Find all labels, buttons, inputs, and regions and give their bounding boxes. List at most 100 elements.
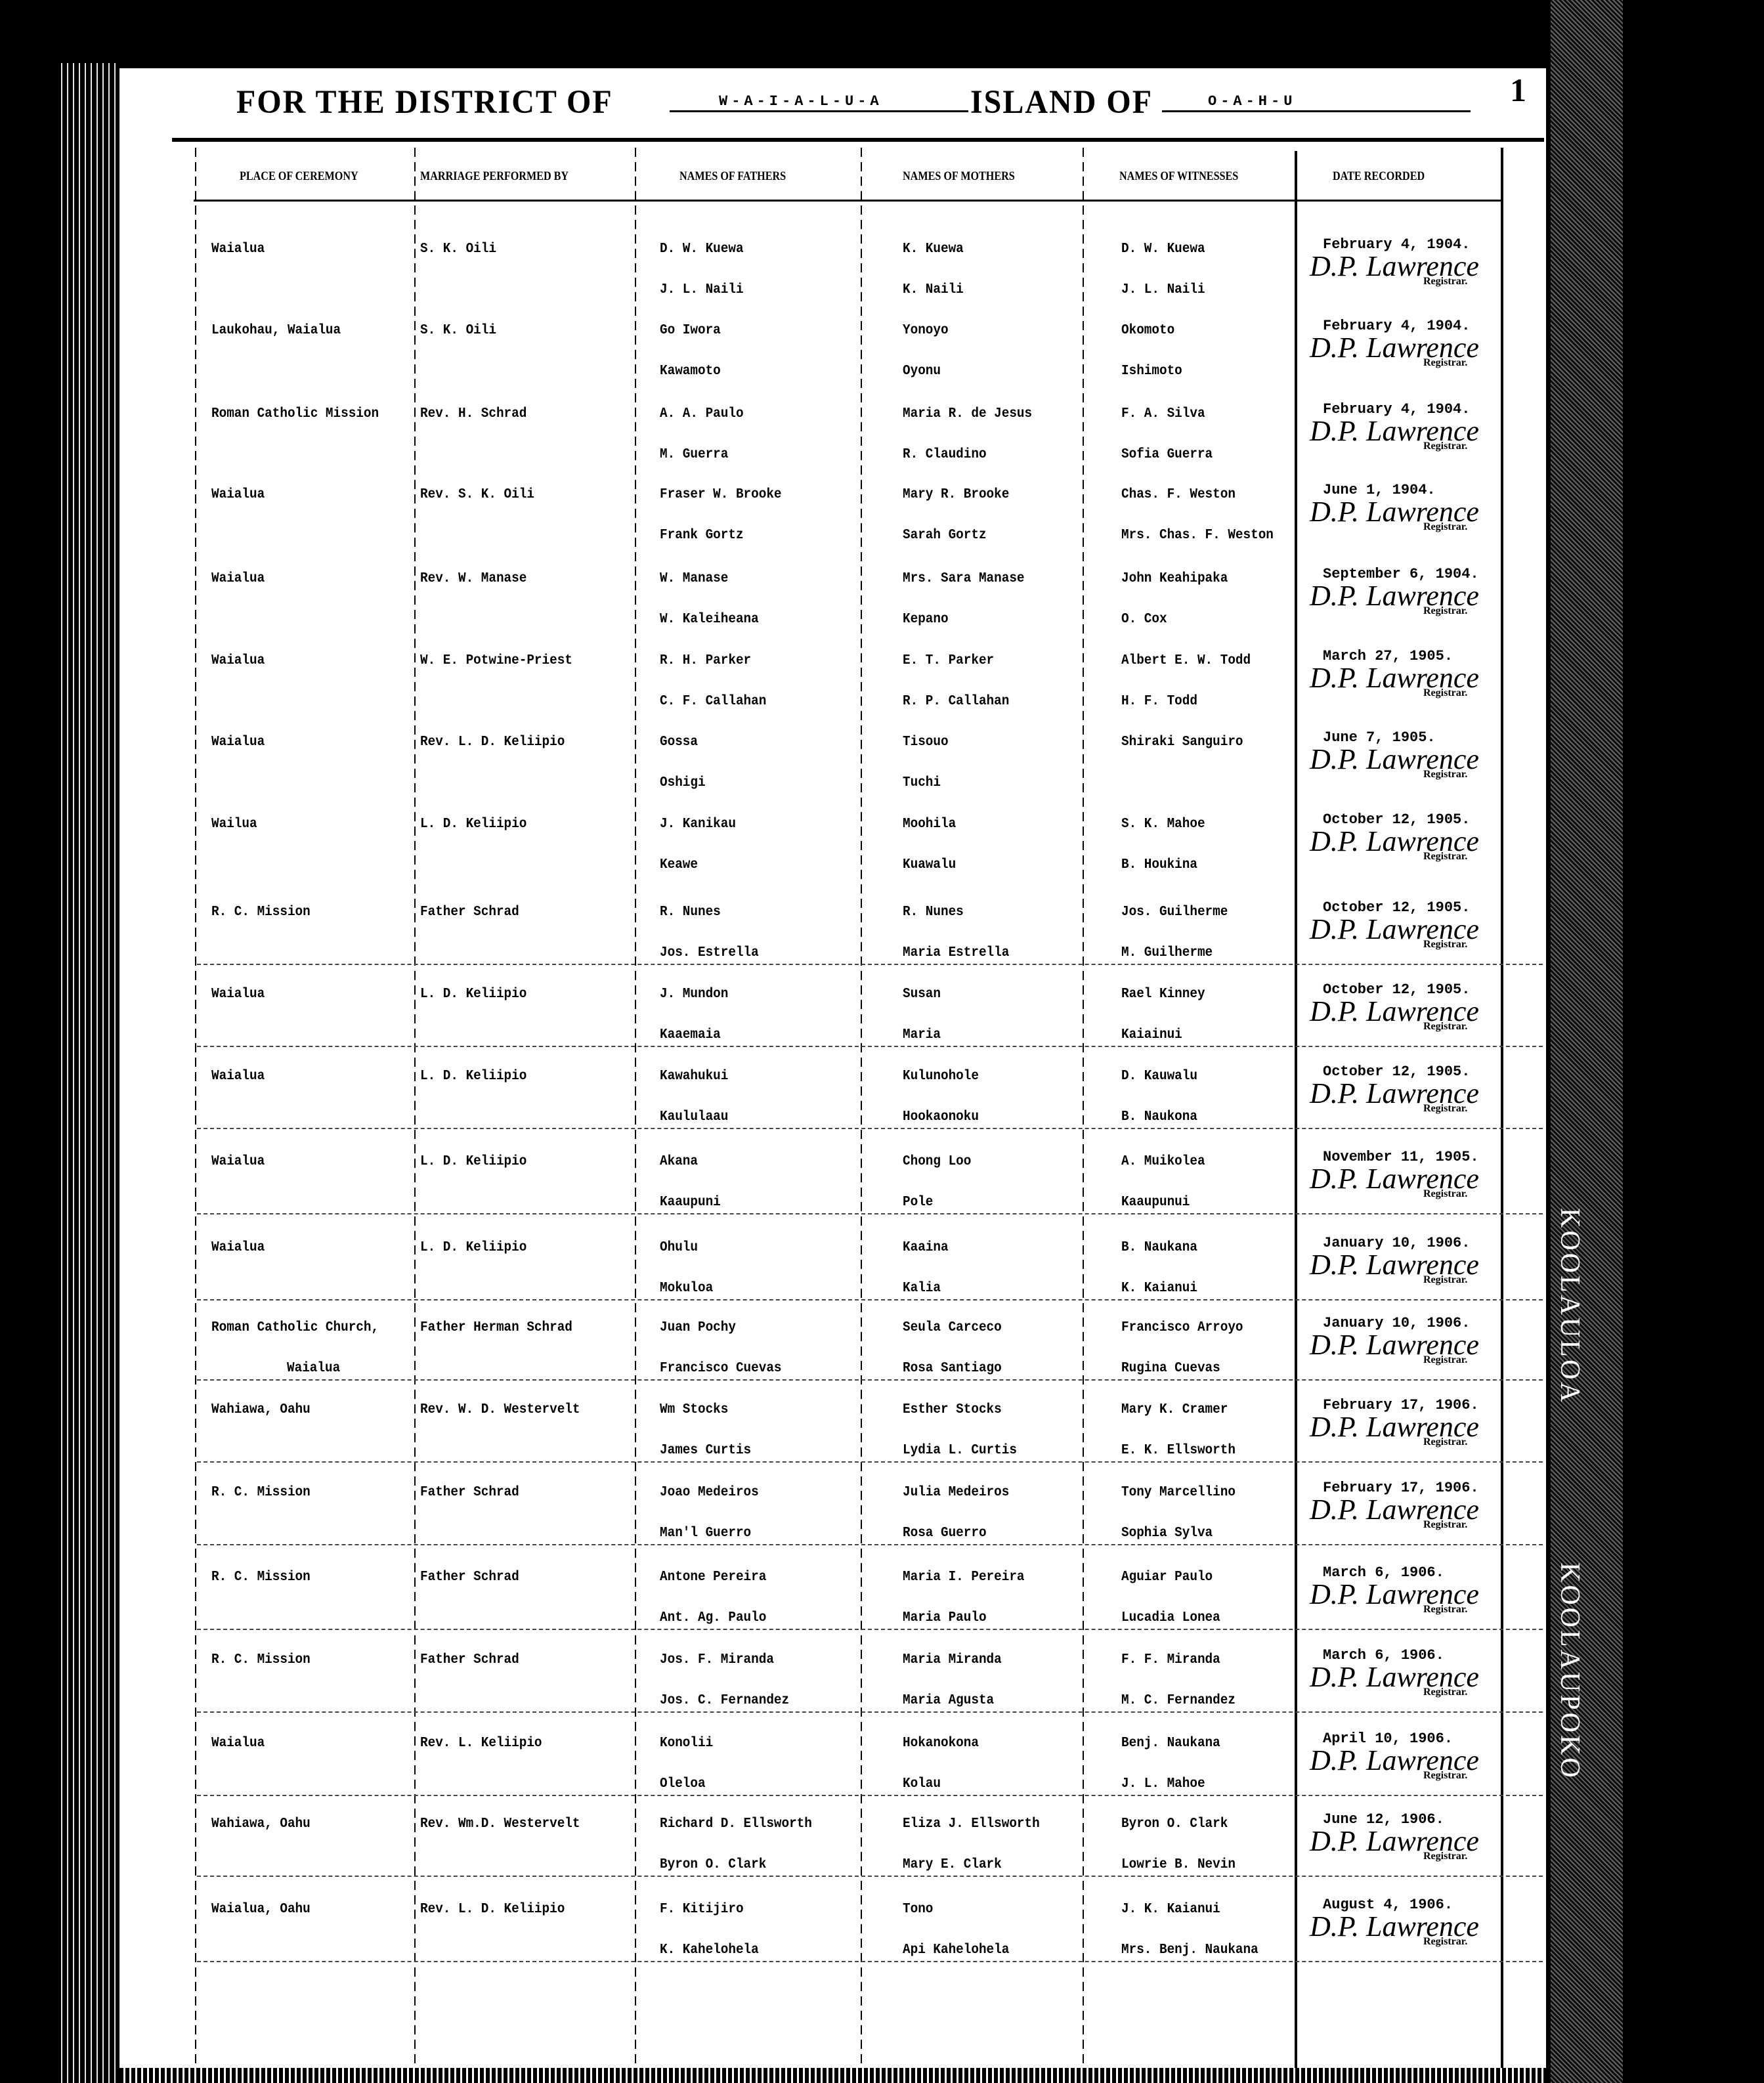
witnesse-name: Jos. Guilherme — [1121, 905, 1228, 920]
witnesse-name: Albert E. W. Todd — [1121, 653, 1251, 668]
column-divider — [414, 148, 416, 2065]
date-recorded: September 6, 1904. — [1323, 566, 1479, 582]
row-divider — [197, 1711, 1543, 1713]
witnesse-name: K. Kaianui — [1121, 1281, 1197, 1296]
registrar-signature: D.P. Lawrence — [1310, 250, 1479, 282]
date-recorded: January 10, 1906. — [1323, 1235, 1471, 1251]
mother-name: R. Claudino — [903, 447, 987, 462]
date-recorded: January 10, 1906. — [1323, 1315, 1471, 1331]
mother-name: Rosa Guerro — [903, 1526, 987, 1541]
performed-by: Rev. L. D. Keliipio — [420, 1902, 565, 1917]
witnesse-name: Shiraki Sanguiro — [1121, 735, 1243, 750]
date-recorded: February 17, 1906. — [1323, 1397, 1479, 1413]
witnesse-name: Kaiainui — [1121, 1027, 1182, 1042]
row-divider — [197, 1544, 1543, 1545]
place-of-ceremony: Wailua — [211, 817, 257, 832]
mother-name: Kaaina — [903, 1240, 949, 1255]
father-name: Joao Medeiros — [660, 1485, 759, 1500]
mother-name: Hookaonoku — [903, 1109, 979, 1125]
place-of-ceremony: Waialua — [211, 735, 265, 750]
registrar-signature: D.P. Lawrence — [1310, 1578, 1479, 1610]
place-of-ceremony: Waialua — [211, 653, 265, 668]
performed-by: Father Schrad — [420, 1570, 519, 1585]
place-of-ceremony: R. C. Mission — [211, 905, 311, 920]
mother-name: Maria I. Pereira — [903, 1570, 1025, 1585]
father-name: Wm Stocks — [660, 1402, 729, 1417]
mother-name: Susan — [903, 987, 941, 1002]
registrar-label: Registrar. — [1423, 687, 1468, 698]
side-label-koolaupoko: KOOLAUPOKO — [1555, 1562, 1585, 1780]
mother-name: Mrs. Sara Manase — [903, 571, 1025, 586]
performed-by: Father Herman Schrad — [420, 1320, 572, 1335]
island-label: ISLAND OF — [970, 83, 1153, 121]
registrar-signature: D.P. Lawrence — [1310, 825, 1479, 857]
mother-name: Mary E. Clark — [903, 1857, 1002, 1872]
date-recorded: October 12, 1905. — [1323, 811, 1471, 828]
witnesse-name: Rugina Cuevas — [1121, 1361, 1220, 1376]
father-name: M. Guerra — [660, 447, 729, 462]
performed-by: L. D. Keliipio — [420, 817, 527, 832]
father-name: Juan Pochy — [660, 1320, 736, 1335]
mother-name: Maria Estrella — [903, 945, 1010, 960]
mother-name: Sarah Gortz — [903, 528, 987, 543]
mother-name: Chong Loo — [903, 1154, 972, 1169]
registrar-label: Registrar. — [1423, 1519, 1468, 1530]
column-divider — [1083, 148, 1084, 2065]
date-recorded: February 17, 1906. — [1323, 1480, 1479, 1496]
registrar-signature: D.P. Lawrence — [1310, 332, 1479, 364]
row-divider — [197, 1461, 1543, 1463]
witnesse-name: Byron O. Clark — [1121, 1816, 1228, 1832]
registrar-label: Registrar. — [1423, 276, 1468, 287]
date-recorded: April 10, 1906. — [1323, 1730, 1453, 1747]
bottom-edge — [119, 2068, 1546, 2083]
performed-by: L. D. Keliipio — [420, 1069, 527, 1084]
mother-name: K. Kuewa — [903, 242, 964, 257]
mother-name: Tono — [903, 1902, 934, 1917]
mother-name: R. Nunes — [903, 905, 964, 920]
witnesse-name: Rael Kinney — [1121, 987, 1205, 1002]
mother-name: Moohila — [903, 817, 957, 832]
witnesse-name: Tony Marcellino — [1121, 1485, 1236, 1500]
father-name: D. W. Kuewa — [660, 242, 744, 257]
registrar-signature: D.P. Lawrence — [1310, 743, 1479, 775]
father-name: J. L. Naili — [660, 282, 744, 297]
date-recorded: March 27, 1905. — [1323, 648, 1453, 664]
place-of-ceremony: Waialua — [211, 571, 265, 586]
witnesse-name: Francisco Arroyo — [1121, 1320, 1243, 1335]
registrar-signature: D.P. Lawrence — [1310, 1329, 1479, 1361]
father-name: Oshigi — [660, 775, 706, 790]
witnesse-name: Sofia Guerra — [1121, 447, 1213, 462]
performed-by: Father Schrad — [420, 905, 519, 920]
place-of-ceremony: Waialua — [211, 1240, 265, 1255]
mother-name: Pole — [903, 1195, 934, 1210]
performed-by: Rev. W. D. Westervelt — [420, 1402, 580, 1417]
witnesse-name: Mrs. Benj. Naukana — [1121, 1943, 1258, 1958]
date-recorded: November 11, 1905. — [1323, 1149, 1479, 1165]
witnesse-name: D. W. Kuewa — [1121, 242, 1205, 257]
performed-by: S. K. Oili — [420, 323, 496, 338]
father-name: Ohulu — [660, 1240, 698, 1255]
mother-name: Julia Medeiros — [903, 1485, 1010, 1500]
place-of-ceremony: Roman Catholic Church, — [211, 1320, 379, 1335]
island-blank — [1162, 110, 1471, 112]
performed-by: Rev. W. Manase — [420, 571, 527, 586]
place-of-ceremony: R. C. Mission — [211, 1485, 311, 1500]
witnesse-name: Okomoto — [1121, 323, 1175, 338]
performed-by: L. D. Keliipio — [420, 987, 527, 1002]
registrar-label: Registrar. — [1423, 1188, 1468, 1199]
mother-name: Kuawalu — [903, 857, 957, 872]
registrar-signature: D.P. Lawrence — [1310, 1744, 1479, 1776]
performed-by: Rev. H. Schrad — [420, 406, 527, 421]
mother-name: Tisouo — [903, 735, 949, 750]
mother-name: K. Naili — [903, 282, 964, 297]
father-name: Antone Pereira — [660, 1570, 767, 1585]
row-divider — [197, 1795, 1543, 1796]
registrar-label: Registrar. — [1423, 769, 1468, 780]
witnesse-name: Lucadia Lonea — [1121, 1610, 1220, 1625]
column-header: NAMES OF WITNESSES — [1119, 169, 1239, 183]
mother-name: Maria Agusta — [903, 1693, 995, 1708]
row-divider — [197, 1876, 1543, 1877]
mother-name: Esther Stocks — [903, 1402, 1002, 1417]
performed-by: Rev. L. D. Keliipio — [420, 735, 565, 750]
